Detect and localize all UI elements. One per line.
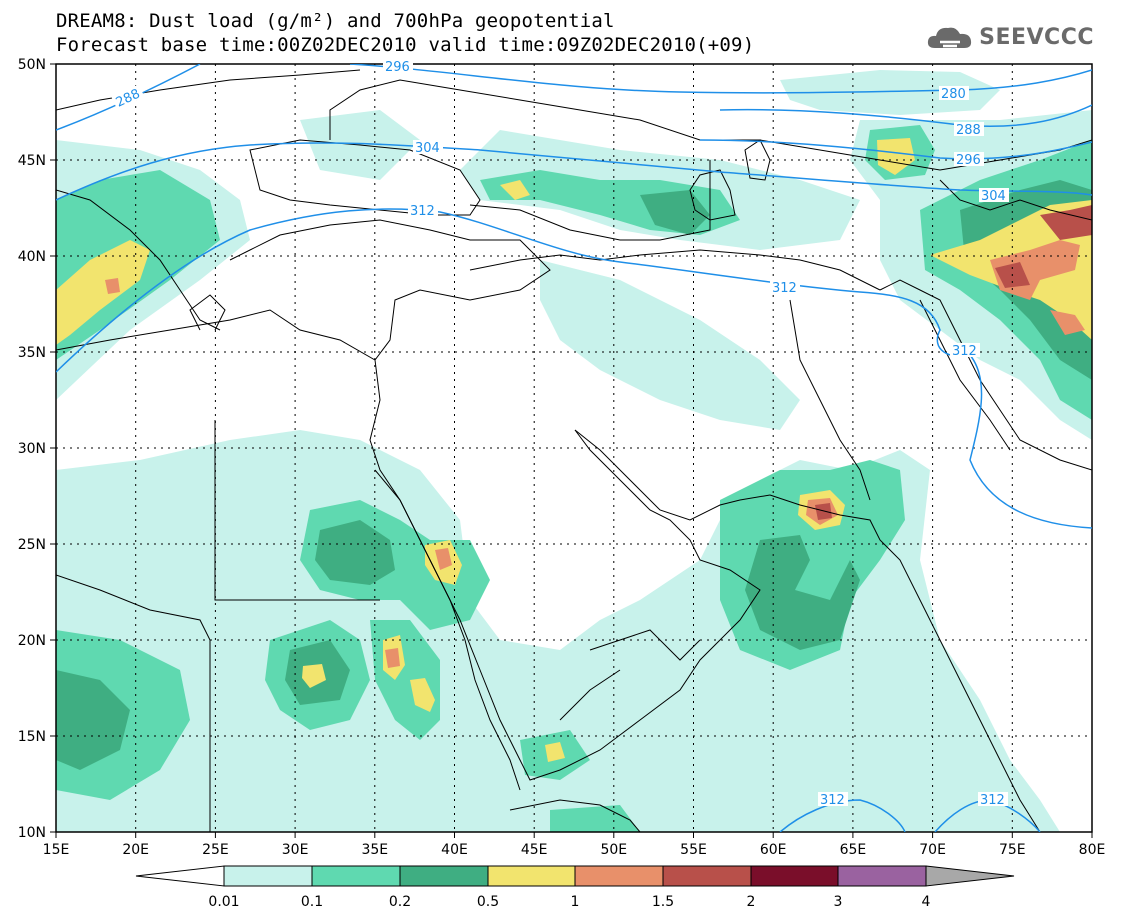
lon-label: 40E	[441, 842, 468, 858]
lat-label: 30N	[18, 441, 46, 457]
contour-label: 312	[980, 793, 1005, 808]
colorbar-label: 1	[571, 894, 580, 910]
colorbar-swatch	[223, 865, 313, 887]
lon-label: 80E	[1079, 842, 1106, 858]
lon-label: 75E	[999, 842, 1026, 858]
contour-label: 304	[981, 189, 1006, 204]
lat-label: 45N	[18, 153, 46, 169]
lat-label: 50N	[18, 57, 46, 73]
contour-label: 280	[941, 87, 966, 102]
longitude-labels: 15E 20E 25E 30E 35E 40E 45E 50E 55E 60E …	[43, 842, 1106, 858]
colorbar-right-arrow	[925, 865, 1015, 887]
colorbar-left-arrow	[135, 865, 225, 887]
colorbar-swatch	[487, 865, 576, 887]
chart-subtitle: Forecast base time:00Z02DEC2010 valid ti…	[56, 34, 755, 56]
dust-field	[56, 70, 1092, 832]
logo-text: SEEVCCC	[979, 24, 1094, 50]
geopotential-contours	[56, 64, 1092, 832]
contour-label: 312	[952, 344, 977, 359]
colorbar-label: 4	[922, 894, 931, 910]
lon-label: 65E	[840, 842, 867, 858]
seevccc-logo: SEEVCCC	[925, 22, 1094, 52]
colorbar-label: 0.2	[389, 894, 411, 910]
latitude-labels: 50N 45N 40N 35N 30N 25N 20N 15N 10N	[18, 57, 46, 841]
lon-label: 50E	[600, 842, 627, 858]
colorbar-swatch	[837, 865, 927, 887]
dust-layer-red	[815, 205, 1092, 520]
lat-label: 15N	[18, 729, 46, 745]
colorbar-swatch	[399, 865, 489, 887]
contour-labels: 296 288 304 312 280 288 296 304 312 312 …	[111, 59, 1009, 808]
graticule	[56, 64, 1092, 832]
lat-label: 25N	[18, 537, 46, 553]
contour-label: 312	[772, 281, 797, 296]
contour-label: 296	[385, 60, 410, 75]
lat-label: 20N	[18, 633, 46, 649]
cloud-icon	[928, 27, 972, 48]
lon-label: 25E	[202, 842, 229, 858]
lat-label: 40N	[18, 249, 46, 265]
lon-label: 55E	[680, 842, 707, 858]
chart-title: DREAM8: Dust load (g/m²) and 700hPa geop…	[56, 10, 615, 32]
lon-label: 35E	[361, 842, 388, 858]
colorbar-swatch	[574, 865, 664, 887]
colorbar-label: 0.1	[301, 894, 323, 910]
contour-label: 288	[956, 123, 981, 138]
colorbar-label: 0.5	[477, 894, 499, 910]
lon-label: 70E	[919, 842, 946, 858]
lon-label: 60E	[760, 842, 787, 858]
contour-label: 312	[820, 793, 845, 808]
colorbar-swatch	[662, 865, 752, 887]
contour-label: 312	[410, 204, 435, 219]
contour-label: 304	[415, 141, 440, 156]
colorbar-label: 0.01	[208, 894, 239, 910]
axis-ticks	[50, 63, 1093, 838]
colorbar	[135, 865, 1015, 887]
lon-label: 30E	[282, 842, 309, 858]
colorbar-labels: 0.01 0.1 0.2 0.5 1 1.5 2 3 4	[208, 894, 930, 910]
colorbar-label: 3	[834, 894, 843, 910]
colorbar-label: 1.5	[652, 894, 674, 910]
lat-label: 35N	[18, 345, 46, 361]
colorbar-swatch	[311, 865, 401, 887]
colorbar-label: 2	[747, 894, 756, 910]
colorbar-swatch	[750, 865, 839, 887]
lon-label: 20E	[122, 842, 149, 858]
contour-label: 296	[956, 153, 981, 168]
lon-label: 45E	[521, 842, 548, 858]
lat-label: 10N	[18, 825, 46, 841]
lon-label: 15E	[43, 842, 70, 858]
